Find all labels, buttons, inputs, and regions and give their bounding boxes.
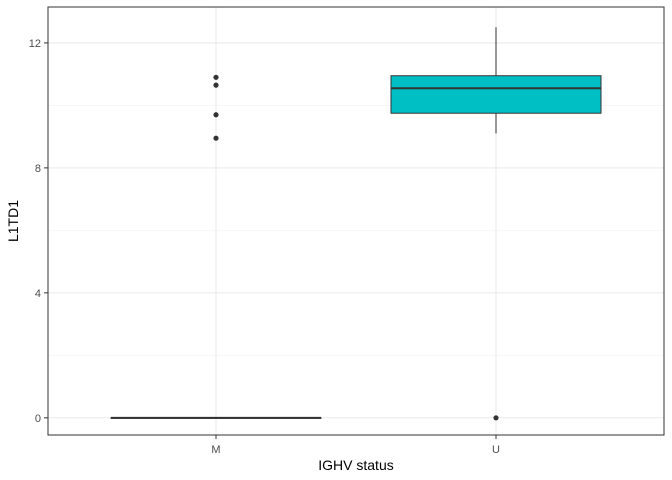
x-tick-label: U — [492, 444, 500, 456]
x-tick-label: M — [211, 444, 220, 456]
box-U — [390, 27, 602, 421]
major-gridlines — [48, 7, 664, 435]
y-tick-label: 8 — [35, 163, 41, 175]
y-tick-label: 0 — [35, 413, 41, 425]
minor-gridlines — [48, 105, 664, 356]
panel-border — [47, 6, 665, 436]
outlier-point — [213, 74, 219, 80]
outlier-point — [213, 82, 219, 88]
y-axis: 0 4 8 12 — [29, 38, 48, 425]
box-rect — [390, 75, 602, 114]
box-M — [110, 74, 322, 419]
y-tick-label: 12 — [29, 38, 41, 50]
outlier-point — [493, 415, 499, 421]
x-axis-title: IGHV status — [318, 457, 393, 473]
y-axis-title: L1TD1 — [5, 200, 21, 242]
outlier-point — [213, 112, 219, 118]
boxes — [110, 27, 602, 421]
outlier-point — [213, 135, 219, 141]
y-tick-label: 4 — [35, 288, 41, 300]
